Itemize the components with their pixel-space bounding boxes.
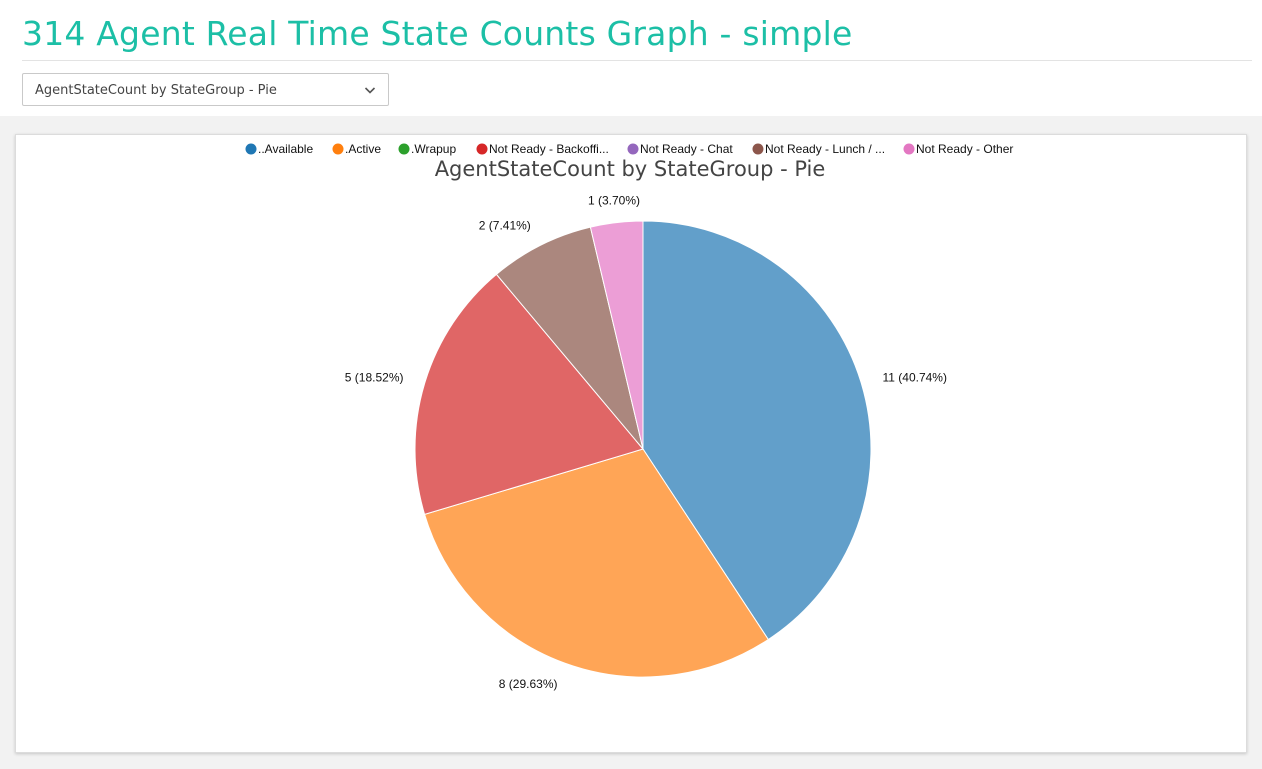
- legend-label: .Active: [345, 142, 381, 156]
- chart-selector-value: AgentStateCount by StateGroup - Pie: [35, 83, 277, 98]
- legend-item[interactable]: .Wrapup: [398, 142, 457, 156]
- legend-label: Not Ready - Lunch / ...: [765, 142, 885, 156]
- chevron-down-icon: [364, 87, 376, 94]
- legend-swatch: [752, 143, 764, 155]
- slice-value-label: 2 (7.41%): [479, 219, 531, 233]
- pie-labels: 11 (40.74%) 8 (29.63%) 5 (18.52%) 2 (7.41%)…: [345, 194, 947, 691]
- pie-slices: [414, 220, 872, 678]
- legend-swatch: [903, 143, 915, 155]
- legend-item[interactable]: ..Available: [245, 142, 314, 156]
- legend-swatch: [398, 143, 410, 155]
- legend-label: Not Ready - Chat: [640, 142, 733, 156]
- legend-label: Not Ready - Other: [916, 142, 1013, 156]
- legend-item[interactable]: .Active: [332, 142, 382, 156]
- legend-label: ..Available: [258, 142, 313, 156]
- slice-value-label: 5 (18.52%): [345, 370, 404, 384]
- legend-swatch: [476, 143, 488, 155]
- title-divider: [22, 60, 1252, 61]
- pie-slice[interactable]: [589, 220, 644, 450]
- pie-slice[interactable]: [495, 226, 644, 450]
- slice-value-label: 1 (3.70%): [588, 194, 640, 208]
- chart-legend: ..Available .Active .Wrapup Not Ready - Bac…: [245, 142, 1014, 156]
- legend-swatch: [627, 143, 639, 155]
- legend-item[interactable]: Not Ready - Other: [903, 142, 1014, 156]
- pie-slice[interactable]: [414, 273, 644, 516]
- pie-slice[interactable]: [423, 448, 769, 678]
- legend-item[interactable]: Not Ready - Chat: [627, 142, 734, 156]
- slice-value-label: 11 (40.74%): [882, 370, 946, 384]
- slice-value-label: 8 (29.63%): [499, 677, 558, 691]
- legend-label: .Wrapup: [411, 142, 456, 156]
- pie-chart: ..Available .Active .Wrapup Not Ready - Bac…: [245, 142, 1014, 691]
- chart-selector-dropdown[interactable]: AgentStateCount by StateGroup - Pie: [22, 73, 389, 106]
- page-header: 314 Agent Real Time State Counts Graph -…: [0, 0, 1262, 116]
- legend-label: Not Ready - Backoffi...: [489, 142, 609, 156]
- chart-title: AgentStateCount by StateGroup - Pie: [435, 157, 826, 181]
- legend-swatch: [332, 143, 344, 155]
- page-title: 314 Agent Real Time State Counts Graph -…: [22, 14, 853, 53]
- legend-item[interactable]: Not Ready - Lunch / ...: [752, 142, 886, 156]
- legend-swatch: [245, 143, 257, 155]
- legend-item[interactable]: Not Ready - Backoffi...: [476, 142, 609, 156]
